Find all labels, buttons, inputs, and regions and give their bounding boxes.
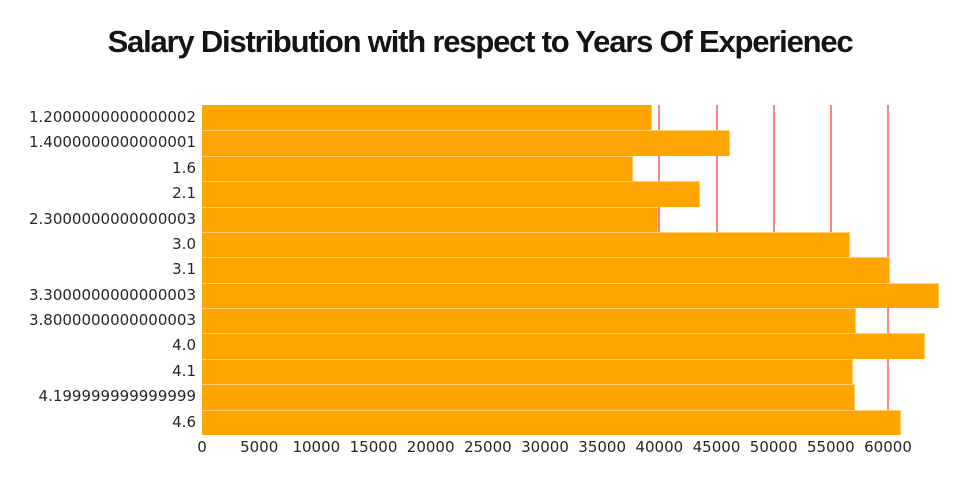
y-tick-label: 4.199999999999999 — [38, 387, 196, 406]
x-tick-label: 15000 — [349, 438, 398, 456]
y-tick-label: 3.0 — [172, 234, 196, 253]
y-tick-label: 1.2000000000000002 — [28, 108, 196, 126]
bar-1.6 — [202, 155, 634, 182]
x-tick-label: 60000 — [864, 438, 912, 456]
bar-4.6 — [202, 409, 901, 435]
bar-4.199999999999999 — [202, 384, 855, 410]
bar-3.0 — [202, 231, 850, 258]
x-tick-label: 20000 — [406, 438, 455, 456]
bars — [202, 105, 958, 435]
y-tick-label: 1.6 — [172, 158, 196, 177]
x-tick-label: 50000 — [749, 438, 798, 456]
chart-title: Salary Distribution with respect to Year… — [107, 24, 854, 59]
y-tick-label: 2.3000000000000003 — [28, 209, 196, 228]
y-tick-label: 2.1 — [172, 184, 196, 203]
y-tick-label: 3.1 — [172, 260, 196, 279]
x-tick-label: 35000 — [578, 438, 627, 456]
y-tick-label: 4.6 — [172, 412, 196, 431]
bar-4.0 — [202, 333, 925, 359]
x-tick-label: 30000 — [521, 438, 569, 456]
x-tick-label: 25000 — [463, 438, 512, 456]
y-axis-labels: 1.2000000000000002 1.4000000000000001 1.6 2… — [0, 105, 196, 435]
plot-area — [202, 105, 958, 435]
bar-3.3000000000000003 — [202, 282, 939, 309]
x-tick-label: 40000 — [635, 438, 684, 456]
bar-1.4000000000000001 — [202, 130, 731, 156]
y-tick-label: 3.3000000000000003 — [28, 285, 196, 304]
bar-2.1 — [202, 181, 700, 207]
y-tick-label: 1.4000000000000001 — [28, 133, 196, 152]
bar-1.2000000000000002 — [202, 105, 652, 131]
bar-2.3000000000000003 — [202, 206, 659, 232]
x-axis-labels: 0 5000 10000 15000 20000 25000 30000 35000 40000… — [197, 438, 958, 462]
x-tick-label: 0 — [197, 438, 207, 456]
x-tick-label: 55000 — [806, 438, 855, 456]
bar-3.8000000000000003 — [202, 308, 856, 334]
y-tick-label: 4.0 — [172, 336, 196, 355]
bar-4.1 — [202, 358, 854, 385]
bar-3.1 — [202, 257, 890, 283]
x-tick-label: 10000 — [292, 438, 341, 456]
x-tick-label: 45000 — [692, 438, 741, 456]
x-tick-label: 5000 — [240, 438, 279, 456]
y-tick-label: 3.8000000000000003 — [28, 311, 196, 330]
y-tick-label: 4.1 — [172, 361, 196, 380]
